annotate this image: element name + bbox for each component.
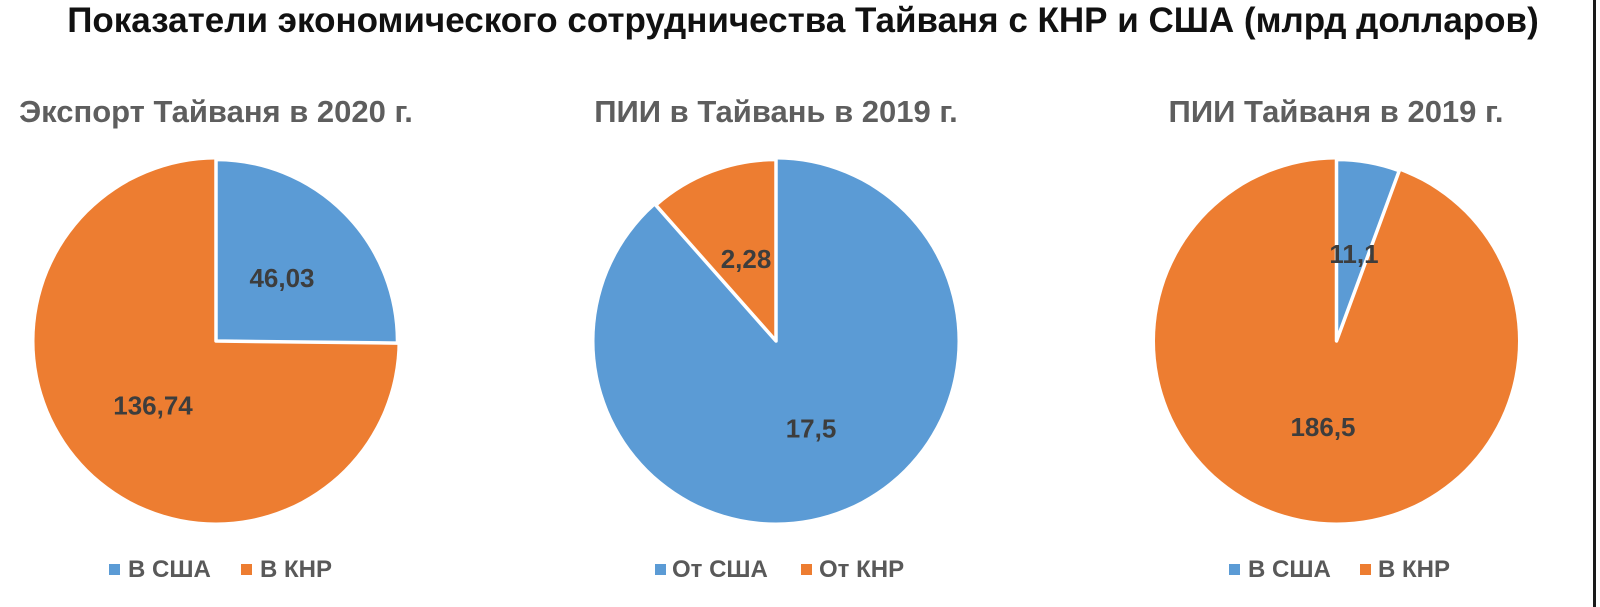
svg-text:186,5: 186,5 [1290, 412, 1355, 442]
svg-text:В КНР: В КНР [1378, 556, 1450, 583]
svg-text:В КНР: В КНР [260, 556, 332, 583]
svg-text:136,74: 136,74 [113, 391, 193, 421]
svg-text:2,28: 2,28 [721, 244, 772, 274]
svg-text:11,1: 11,1 [1329, 239, 1378, 269]
svg-text:В США: В США [1248, 556, 1331, 583]
svg-text:17,5: 17,5 [786, 414, 837, 444]
svg-text:46,03: 46,03 [249, 263, 314, 293]
svg-text:В США: В США [128, 556, 211, 583]
svg-text:От США: От США [672, 556, 768, 583]
svg-text:От КНР: От КНР [819, 556, 904, 583]
